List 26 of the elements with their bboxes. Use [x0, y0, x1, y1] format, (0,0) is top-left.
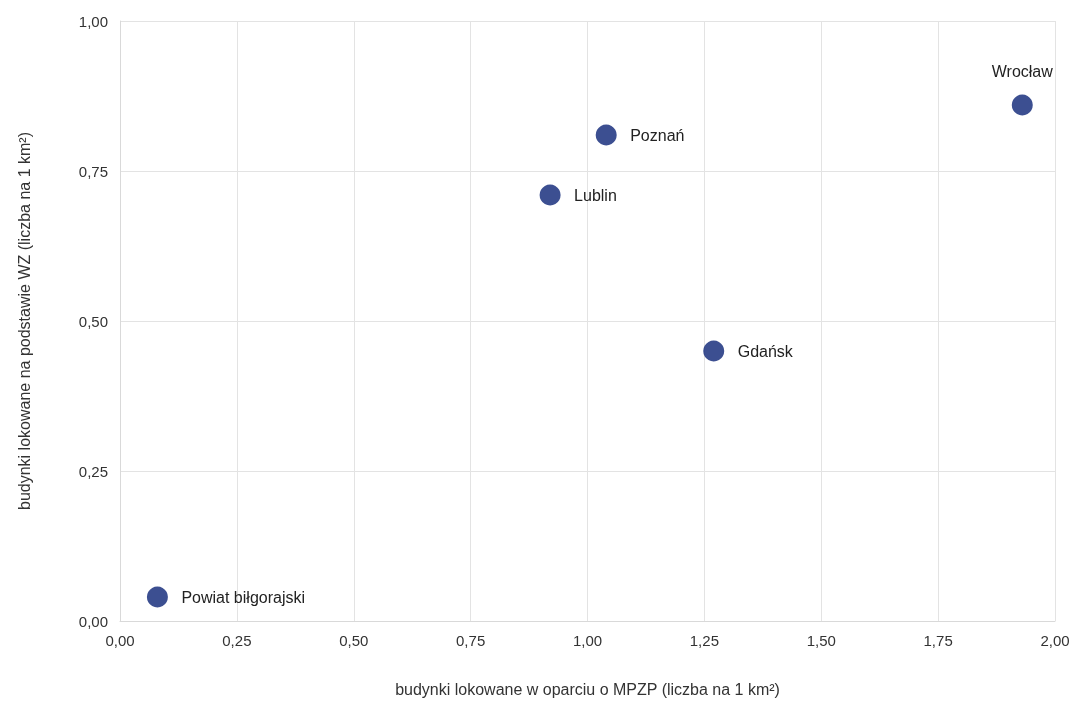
- point: [595, 124, 617, 146]
- x-tick-label: 0,50: [339, 632, 369, 649]
- point: [146, 586, 168, 608]
- y-tick-label: 0,50: [78, 312, 108, 330]
- y-tick-label: 1,00: [78, 12, 108, 30]
- y-tick-label: 0,75: [78, 162, 108, 180]
- annotation: Gdańsk: [737, 342, 794, 360]
- annotation: Wrocław: [991, 62, 1054, 80]
- y-axis-title: budynki lokowane na podstawie WZ (liczba na 1 km²): [15, 132, 33, 510]
- x-tick-label: 1,25: [689, 632, 719, 649]
- annotation: Powiat biłgorajski: [181, 588, 306, 606]
- point: [1011, 94, 1033, 116]
- annotation: Lublin: [574, 186, 617, 204]
- point: [539, 184, 561, 206]
- x-tick-label: 2,00: [1040, 632, 1070, 649]
- x-tick-label: 0,25: [222, 632, 252, 649]
- x-tick-label: 1,75: [923, 632, 953, 649]
- x-tick-label: 0,00: [105, 632, 135, 649]
- annotation: Poznań: [630, 126, 685, 144]
- x-tick-label: 0,75: [456, 632, 486, 649]
- x-tick-label: 1,00: [572, 632, 603, 649]
- point: [703, 340, 725, 362]
- x-tick-label: 1,50: [806, 632, 836, 649]
- y-tick-label: 0,00: [78, 612, 108, 630]
- y-tick-label: 0,25: [78, 462, 108, 480]
- x-axis-title: budynki lokowane w oparciu o MPZP (liczba na 1 km²): [395, 680, 780, 698]
